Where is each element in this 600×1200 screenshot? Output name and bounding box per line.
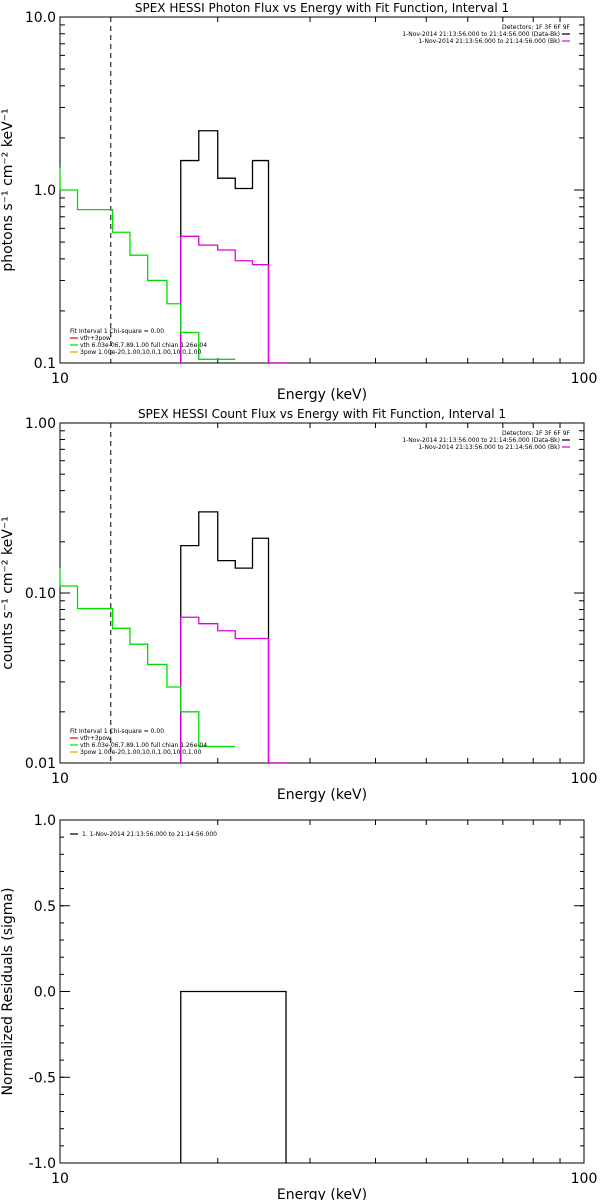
y-axis-label: counts s⁻¹ cm⁻² keV⁻¹ — [0, 516, 16, 670]
legend-fit-label: 3pow 1.00e-20,1.00,10.0,1.00,10.0,1.00 — [80, 749, 201, 756]
chart-title: SPEX HESSI Photon Flux vs Energy with Fi… — [135, 1, 509, 15]
x-axis-label: Energy (keV) — [277, 787, 367, 803]
legend-fit-label: vth 6.03e-06,7.89,1.00 full chian 1.26e-… — [80, 342, 207, 349]
y-tick-label: 10.0 — [25, 10, 56, 26]
y-tick-label: 0.1 — [34, 356, 56, 372]
series-line-1 — [180, 130, 287, 364]
legend-entry-label: 1-Nov-2014 21:13:56.000 to 21:14:56.000 … — [402, 31, 560, 38]
legend-entry-label: 1-Nov-2014 21:13:56.000 to 21:14:56.000 … — [418, 38, 560, 45]
plot-frame — [59, 422, 585, 764]
y-tick-label: 0.0 — [34, 985, 56, 1001]
series-line-1 — [180, 990, 287, 1163]
plot-frame — [59, 819, 585, 1164]
y-tick-label: -1.0 — [29, 1156, 56, 1172]
legend-detectors: Detectors: 1F 3F 6F 9F — [502, 430, 571, 437]
x-tick-label: 10 — [51, 1171, 69, 1187]
x-axis-label: Energy (keV) — [277, 1187, 367, 1200]
plot-frame — [59, 16, 585, 364]
legend-fit-heading: Fit Interval 1 Chi-square = 0.00 — [70, 728, 164, 735]
series-line-3 — [59, 167, 236, 360]
x-tick-label: 10 — [51, 771, 69, 787]
legend-detectors: Detectors: 1F 3F 6F 9F — [502, 24, 571, 31]
legend-fit-label: vth 6.03e-06,7.89,1.00 full chian 1.26e-… — [80, 742, 207, 749]
series-line-3 — [59, 568, 236, 748]
legend-fit-label: vth+3pow — [80, 735, 111, 742]
plot-panel-3: 10 100 1.0 0.5 0.0 -0.5 -1.0 Energy (keV) Normal… — [0, 813, 597, 1200]
y-tick-label: 0.01 — [25, 756, 56, 772]
x-axis-label: Energy (keV) — [277, 387, 367, 403]
series-line-2 — [180, 235, 287, 364]
x-tick-label: 100 — [571, 371, 598, 387]
y-tick-label: 1.0 — [34, 813, 56, 829]
legend-fit-label: vth+3pow — [80, 335, 111, 342]
series-line-1 — [180, 511, 287, 764]
plot-panel-1: SPEX HESSI Photon Flux vs Energy with Fi… — [0, 1, 597, 403]
y-tick-label: -0.5 — [29, 1070, 56, 1086]
chart-title: SPEX HESSI Count Flux vs Energy with Fit… — [138, 407, 506, 421]
legend-interval-label: 1. 1-Nov-2014 21:13:56.000 to 21:14:56.0… — [82, 831, 217, 838]
legend-entry-label: 1-Nov-2014 21:13:56.000 to 21:14:56.000 … — [418, 444, 560, 451]
legend-entry-label: 1-Nov-2014 21:13:56.000 to 21:14:56.000 … — [402, 437, 560, 444]
y-tick-label: 1.00 — [25, 416, 56, 432]
y-tick-label: 0.10 — [25, 586, 56, 602]
x-tick-label: 10 — [51, 371, 69, 387]
legend-fit-label: 3pow 1.00e-20,1.00,10.0,1.00,10.0,1.00 — [80, 349, 201, 356]
y-axis-label: Normalized Residuals (sigma) — [0, 888, 16, 1096]
plot-panel-2: SPEX HESSI Count Flux vs Energy with Fit… — [0, 407, 597, 803]
y-tick-label: 0.5 — [34, 899, 56, 915]
y-tick-label: 1.0 — [34, 183, 56, 199]
x-tick-label: 100 — [571, 1171, 598, 1187]
series-line-2 — [180, 616, 287, 764]
y-axis-label: photons s⁻¹ cm⁻² keV⁻¹ — [0, 108, 16, 271]
x-tick-label: 100 — [571, 771, 598, 787]
legend-fit-heading: Fit Interval 1 Chi-square = 0.00 — [70, 328, 164, 335]
